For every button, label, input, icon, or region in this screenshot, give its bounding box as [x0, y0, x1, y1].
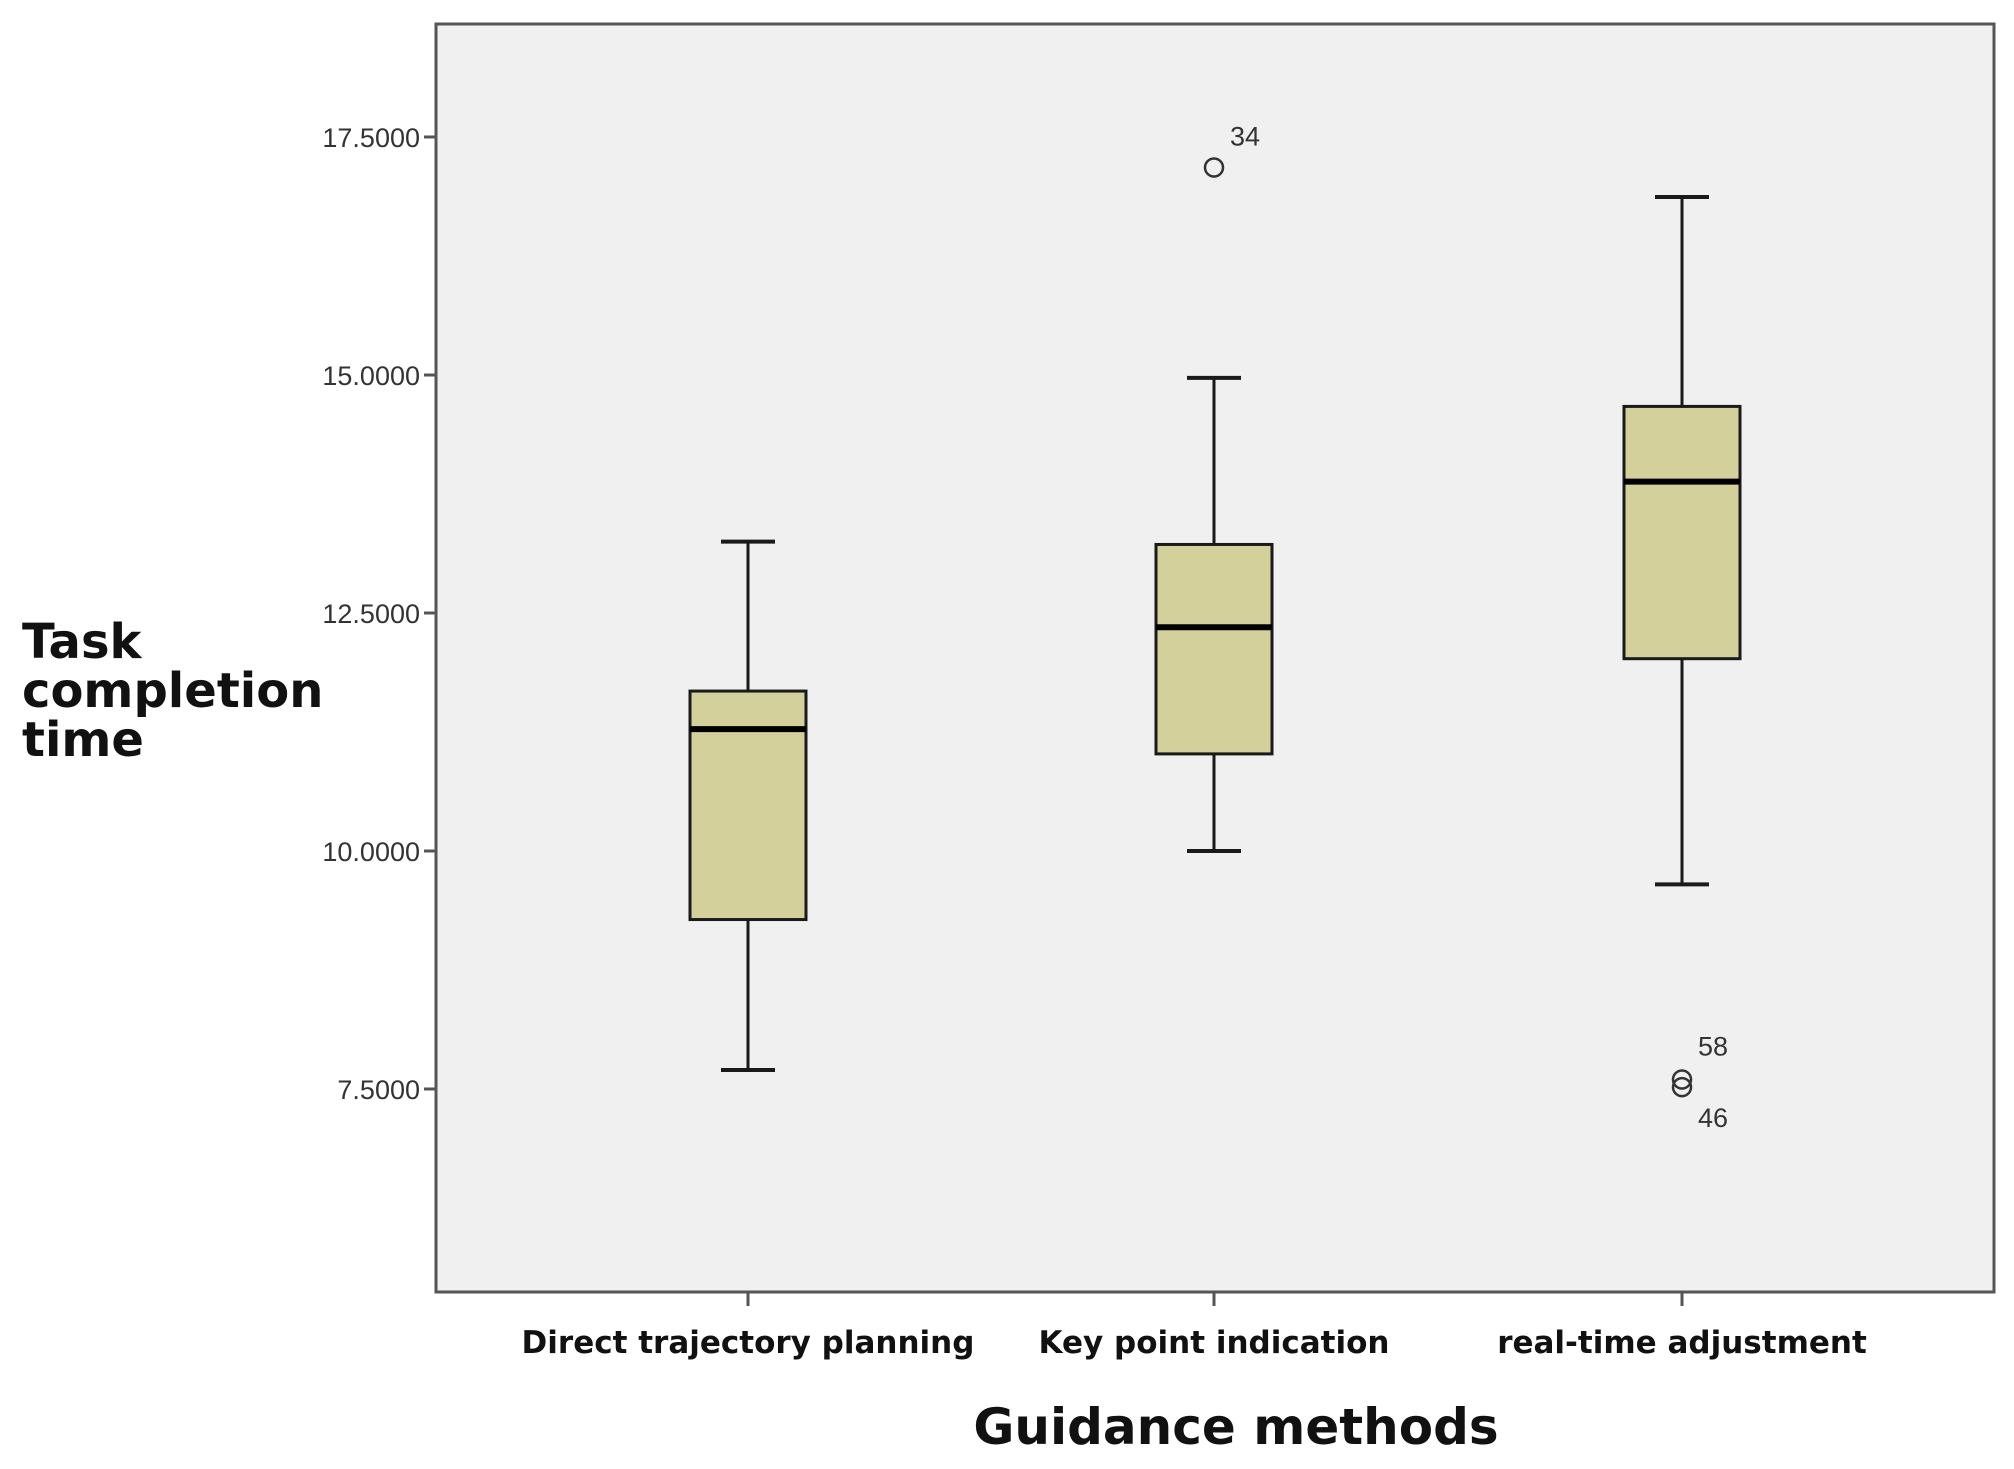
box-group: 58 46	[1622, 194, 1742, 1133]
y-tick-label: 15.0000	[322, 361, 420, 391]
iqr-box	[1154, 542, 1274, 756]
iqr-box	[1622, 404, 1742, 661]
y-tick-label: 12.5000	[322, 599, 420, 629]
box-group: 34	[1154, 121, 1274, 853]
y-axis-title: Task completion time	[22, 614, 323, 768]
y-axis: 7.5000 10.0000 12.5000 15.0000 17.5000	[322, 123, 436, 1105]
x-axis-title: Guidance methods	[973, 1398, 1498, 1456]
outlier-point	[1671, 1069, 1693, 1090]
outlier-label: 34	[1230, 121, 1260, 151]
y-tick-label: 10.0000	[322, 837, 420, 867]
x-tick-label: real-time adjustment	[1497, 1325, 1867, 1361]
y-axis-title-line: completion	[22, 663, 323, 719]
y-tick-label: 7.5000	[337, 1075, 420, 1105]
iqr-box	[688, 689, 808, 922]
x-tick-label: Key point indication	[1039, 1325, 1390, 1361]
outlier-label: 58	[1698, 1031, 1728, 1061]
y-axis-title-line: time	[22, 712, 144, 768]
y-axis-title-line: Task	[22, 614, 143, 670]
boxes-layer: 34 58 46	[688, 121, 1742, 1133]
outlier-point	[1671, 1076, 1693, 1098]
x-axis: Direct trajectory planning Key point indi…	[522, 1292, 1867, 1361]
x-tick-label: Direct trajectory planning	[522, 1325, 975, 1361]
y-tick-label: 17.5000	[322, 123, 420, 153]
outlier-label: 46	[1698, 1103, 1728, 1133]
box-group	[688, 539, 808, 1072]
outlier-point	[1203, 157, 1225, 178]
